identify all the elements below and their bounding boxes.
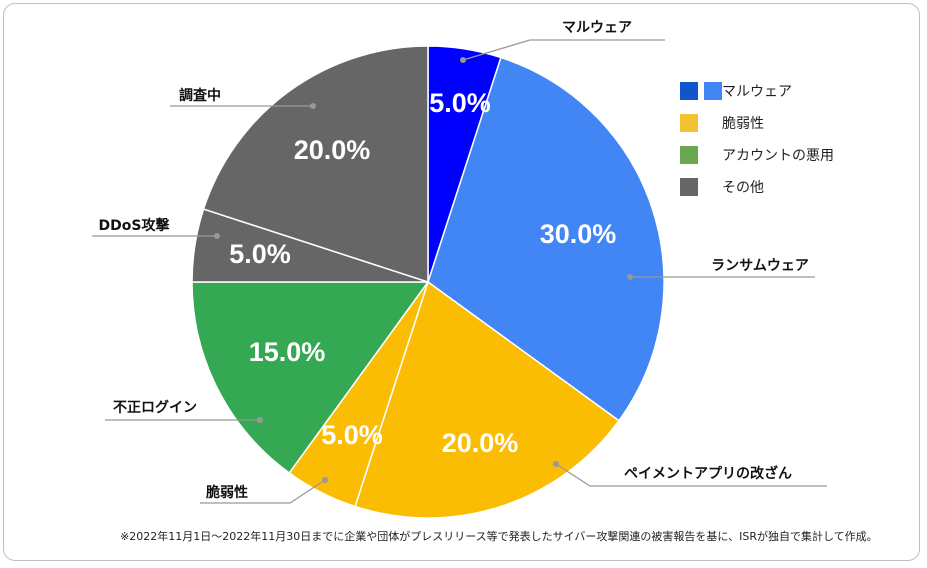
legend-swatch-malware-light [704, 82, 722, 100]
category-label: DDoS攻撃 [99, 217, 170, 234]
data-label: 20.0% [294, 135, 371, 165]
leader-dot [553, 461, 559, 467]
data-label: 20.0% [442, 428, 519, 458]
legend-swatch-account-abuse [680, 146, 698, 164]
footnote: ※2022年11月1日～2022年11月30日までに企業や団体がプレスリリース等… [120, 530, 878, 543]
leader-dot [627, 274, 633, 280]
legend-swatch-vulnerability [680, 114, 698, 132]
category-label: 不正ログイン [113, 399, 197, 416]
category-label: マルウェア [562, 20, 632, 36]
data-label: 30.0% [540, 219, 617, 249]
leader-dot [460, 57, 466, 63]
legend-swatch-other [680, 178, 698, 196]
legend-swatch-malware-dark [680, 82, 698, 100]
category-label: 調査中 [179, 87, 221, 104]
leader-dot [257, 417, 263, 423]
legend-label: マルウェア [722, 84, 792, 100]
leader-line [200, 479, 326, 504]
pie-slice [202, 45, 429, 284]
data-label: 5.0% [229, 239, 291, 269]
leader-dot [322, 477, 328, 483]
pie-slice [191, 281, 430, 474]
legend-label: 脆弱性 [722, 116, 764, 132]
data-label: 5.0% [321, 420, 383, 450]
category-label: ランサムウェア [711, 258, 809, 274]
data-label: 15.0% [249, 337, 326, 367]
data-label: 5.0% [429, 88, 491, 118]
leader-dot [310, 103, 316, 109]
leader-line [462, 39, 665, 61]
legend-label: アカウントの悪用 [722, 148, 834, 164]
pie-slice [354, 280, 620, 519]
category-label: ペイメントアプリの改ざん [624, 465, 792, 482]
legend-label: その他 [722, 180, 764, 196]
leader-dot [214, 233, 220, 239]
category-label: 脆弱性 [205, 484, 248, 501]
leader-line [555, 463, 827, 487]
pie-slice [427, 56, 665, 422]
